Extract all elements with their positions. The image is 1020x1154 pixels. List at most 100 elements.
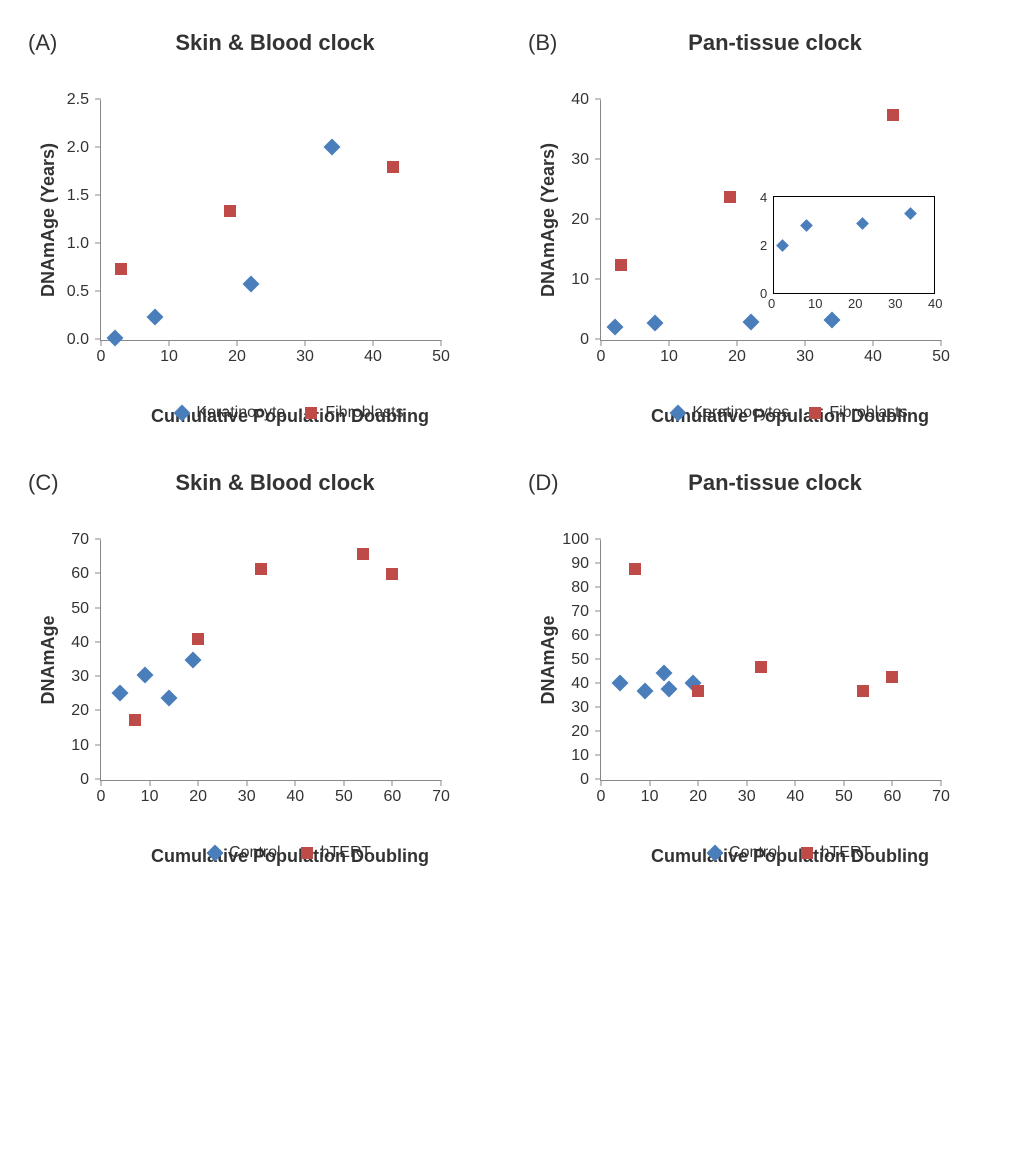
data-point (357, 548, 369, 560)
square-icon (809, 407, 821, 419)
data-point (386, 568, 398, 580)
panel-label: (D) (528, 470, 559, 496)
x-tick-label: 40 (286, 788, 304, 806)
legend-item: Control (209, 844, 281, 862)
x-tick-label: 30 (738, 788, 756, 806)
data-point (192, 633, 204, 645)
x-tick-label: 60 (884, 788, 902, 806)
data-point (324, 139, 341, 156)
x-tick-label: 50 (932, 348, 950, 366)
x-tick-label: 10 (660, 348, 678, 366)
data-point (692, 685, 704, 697)
data-point (136, 667, 153, 684)
legend: Control hTERT (520, 844, 1010, 864)
x-tick-label: 60 (384, 788, 402, 806)
legend: Keratinocytes Fibroblasts (520, 404, 1010, 424)
x-tick-label: 30 (238, 788, 256, 806)
legend-label: Keratinocyte (196, 404, 285, 422)
data-point (724, 191, 736, 203)
square-icon (801, 847, 813, 859)
y-tick-label: 80 (571, 579, 589, 597)
y-tick-label: 10 (571, 271, 589, 289)
legend-label: Keratinocytes (692, 404, 789, 422)
legend-label: Fibroblasts (829, 404, 907, 422)
y-tick-label: 50 (71, 600, 89, 618)
panel-b: (B)Pan-tissue clockDNAmAge (Years)010203… (520, 30, 1000, 370)
chart-title: Pan-tissue clock (520, 470, 1000, 496)
panel-label: (B) (528, 30, 557, 56)
legend-item: hTERT (801, 844, 871, 862)
x-tick-label: 0 (597, 788, 606, 806)
x-tick-label: 20 (728, 348, 746, 366)
panel-c: (C)Skin & Blood clockDNAmAge010203040506… (20, 470, 500, 810)
legend: Control hTERT (20, 844, 510, 864)
data-point (755, 661, 767, 673)
plot-area: 0102030405060700102030405060708090100 (600, 540, 941, 781)
data-point (742, 314, 759, 331)
y-tick-label: 0 (580, 771, 589, 789)
plot-area: 010203040500.00.51.01.52.02.5 (100, 100, 441, 341)
panel-a: (A)Skin & Blood clockDNAmAge (Years)0102… (20, 30, 500, 370)
legend-item: Fibroblasts (809, 404, 907, 422)
y-tick-label: 40 (71, 634, 89, 652)
x-tick-label: 40 (364, 348, 382, 366)
data-point (185, 652, 202, 669)
y-tick-label: 10 (571, 747, 589, 765)
x-tick-label: 10 (641, 788, 659, 806)
y-tick-label: 70 (71, 531, 89, 549)
x-tick-label: 30 (796, 348, 814, 366)
data-point (612, 674, 629, 691)
y-tick-label: 20 (571, 211, 589, 229)
y-tick-label: 20 (71, 702, 89, 720)
x-tick-label: 0 (97, 788, 106, 806)
x-tick-label: 10 (160, 348, 178, 366)
data-point (161, 689, 178, 706)
chart-area: DNAmAge 010203040506070010203040506070809… (520, 500, 960, 810)
y-tick-label: 50 (571, 651, 589, 669)
diamond-icon (670, 405, 687, 422)
data-point (387, 161, 399, 173)
x-tick-label: 0 (597, 348, 606, 366)
y-tick-label: 0.0 (67, 331, 89, 349)
x-tick-label: 40 (786, 788, 804, 806)
diamond-icon (707, 845, 724, 862)
panel-label: (A) (28, 30, 57, 56)
chart-title: Pan-tissue clock (520, 30, 1000, 56)
x-tick-label: 0 (97, 348, 106, 366)
y-tick-label: 2.5 (67, 91, 89, 109)
x-tick-label: 40 (864, 348, 882, 366)
x-tick-label: 20 (689, 788, 707, 806)
legend-label: Fibroblasts (325, 404, 403, 422)
data-point (636, 683, 653, 700)
data-point (629, 563, 641, 575)
diamond-icon (174, 405, 191, 422)
data-point (224, 205, 236, 217)
chart-area: DNAmAge010203040506070010203040506070Cum… (20, 500, 460, 810)
panel-d: (D)Pan-tissue clock DNAmAge 01020304050607… (520, 470, 1000, 810)
data-point (606, 318, 623, 335)
legend-item: hTERT (301, 844, 371, 862)
plot-area: 010203040506070010203040506070 (100, 540, 441, 781)
y-tick-label: 0 (580, 331, 589, 349)
legend-label: Control (729, 844, 781, 862)
x-tick-label: 50 (432, 348, 450, 366)
y-axis-title: DNAmAge (538, 615, 559, 704)
data-point (242, 276, 259, 293)
y-tick-label: 30 (71, 668, 89, 686)
data-point (129, 714, 141, 726)
data-point (615, 259, 627, 271)
y-tick-label: 1.0 (67, 235, 89, 253)
y-tick-label: 30 (571, 151, 589, 169)
square-icon (301, 847, 313, 859)
y-tick-label: 90 (571, 555, 589, 573)
y-tick-label: 2.0 (67, 139, 89, 157)
data-point (106, 330, 123, 347)
y-tick-label: 40 (571, 91, 589, 109)
y-axis-title: DNAmAge (Years) (538, 143, 559, 297)
plot-area: 01020304050010203040010203040024 (600, 100, 941, 341)
data-point (115, 263, 127, 275)
x-tick-label: 20 (189, 788, 207, 806)
data-point (147, 308, 164, 325)
x-tick-label: 50 (835, 788, 853, 806)
data-point (824, 312, 841, 329)
